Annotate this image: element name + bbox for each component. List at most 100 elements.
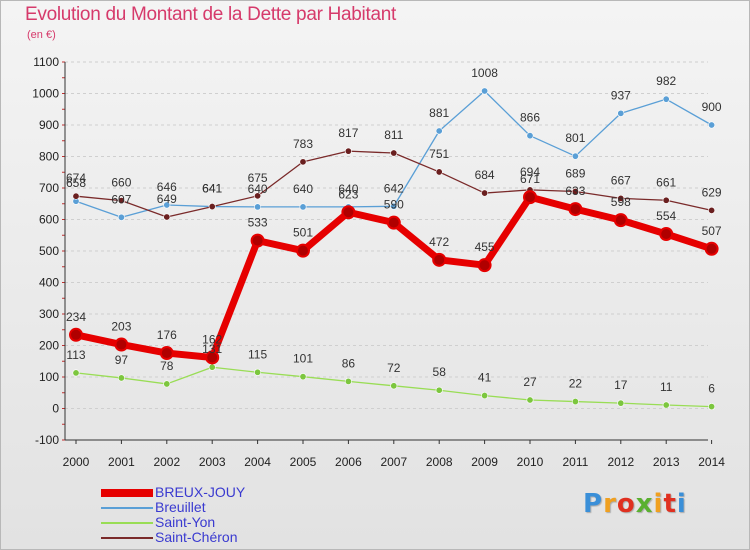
data-label: 203 [111,320,131,334]
data-point [390,149,398,157]
data-point [617,194,625,202]
logo-letter: i [676,489,687,519]
data-label: 900 [702,100,722,114]
data-point [250,233,265,248]
data-label: 674 [66,171,86,185]
data-point [435,386,443,394]
logo-letter: x [635,489,654,519]
legend-label: Saint-Chéron [155,529,238,545]
data-point [72,192,80,200]
data-label: 633 [565,184,585,198]
data-label: 817 [338,126,358,140]
legend: BREUX-JOUY Breuillet Saint-Yon Saint-Chéron [101,484,361,549]
data-point [72,369,80,377]
data-label: 881 [429,106,449,120]
data-point [568,202,583,217]
data-label: 783 [293,137,313,151]
data-label: 41 [478,371,492,385]
data-label: 866 [520,111,540,125]
data-point [254,192,262,200]
data-point [477,258,492,273]
data-label: 675 [248,171,268,185]
data-label: 640 [248,182,268,196]
data-point [208,363,216,371]
y-tick-label: 400 [39,276,59,290]
data-label: 641 [202,182,222,196]
data-point [344,377,352,385]
data-label: 623 [338,187,358,201]
data-label: 72 [387,361,401,375]
legend-swatch [101,507,153,509]
data-point [662,95,670,103]
data-point [386,215,401,230]
data-label: 667 [611,173,631,187]
data-point [435,168,443,176]
logo-letter: P [583,489,604,519]
data-label: 27 [523,375,537,389]
data-label: 689 [565,166,585,180]
data-label: 660 [111,176,131,190]
data-label: 115 [248,347,267,361]
data-point [432,252,447,267]
data-point [659,226,674,241]
data-label: 162 [202,332,222,346]
data-label: 131 [202,342,222,356]
chart-unit-label: (en €) [27,29,56,41]
data-point [571,398,579,406]
data-point [704,241,719,256]
data-point [163,213,171,221]
data-point [526,132,534,140]
data-point [571,187,579,195]
y-tick-label: 900 [39,118,59,132]
data-point [254,368,262,376]
y-tick-label: 0 [52,402,59,416]
legend-item: Saint-Yon [101,514,361,530]
data-point [435,127,443,135]
data-label: 97 [115,353,129,367]
data-label: 11 [660,380,673,394]
data-point [617,109,625,117]
y-tick-label: 300 [39,307,59,321]
y-tick-label: 800 [39,150,59,164]
data-label: 607 [111,192,131,206]
logo-letter: o [616,489,636,519]
data-label: 78 [160,359,174,373]
data-label: 658 [66,176,86,190]
y-tick-label: 1100 [33,55,59,69]
data-label: 671 [520,172,540,186]
x-tick-label: 2006 [335,455,362,469]
data-point [481,87,489,95]
x-tick-label: 2008 [426,455,453,469]
data-label: 937 [611,88,631,102]
data-label: 101 [293,352,313,366]
x-tick-label: 2013 [653,455,680,469]
data-label: 649 [157,192,177,206]
data-point [662,401,670,409]
x-tick-label: 2005 [290,455,317,469]
y-tick-label: 1000 [32,87,59,101]
data-point [117,197,125,205]
data-label: 684 [475,168,495,182]
data-label: 1008 [471,66,498,80]
data-label: 642 [384,181,404,195]
data-label: 507 [702,224,722,238]
data-point [69,327,83,342]
y-tick-label: 700 [39,181,59,195]
data-point [523,190,537,205]
data-point [296,243,310,258]
data-point [299,373,307,381]
data-label: 629 [702,185,722,199]
data-point [299,203,307,211]
data-point [708,403,716,411]
data-label: 501 [293,226,313,240]
data-label: 640 [338,182,358,196]
data-label: 455 [475,240,495,254]
data-point [571,152,579,160]
data-label: 472 [429,235,449,249]
data-label: 641 [202,182,222,196]
y-tick-label: 100 [39,370,59,384]
data-point [481,189,489,197]
chart-title: Evolution du Montant de la Dette par Hab… [25,4,396,25]
data-label: 694 [520,165,540,179]
